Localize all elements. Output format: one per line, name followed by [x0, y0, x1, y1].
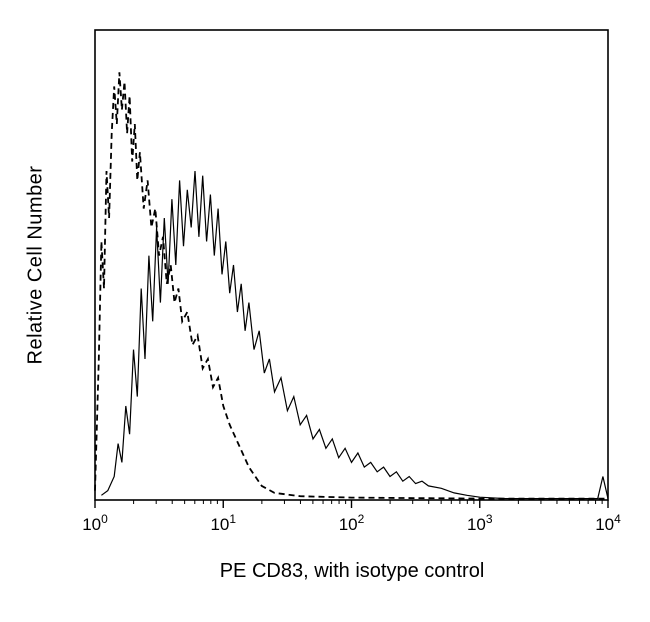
y-axis-label: Relative Cell Number [24, 165, 47, 365]
x-tick-label: 103 [467, 512, 493, 534]
x-tick-label: 104 [595, 512, 621, 534]
x-tick-label: 100 [82, 512, 108, 534]
series-PE-CD83 [101, 170, 609, 500]
x-tick-label: 101 [210, 512, 236, 534]
x-axis-label: PE CD83, with isotype control [219, 560, 485, 582]
series-isotype-control [94, 72, 608, 500]
plot-frame [94, 29, 609, 501]
x-tick-label: 102 [339, 512, 365, 534]
